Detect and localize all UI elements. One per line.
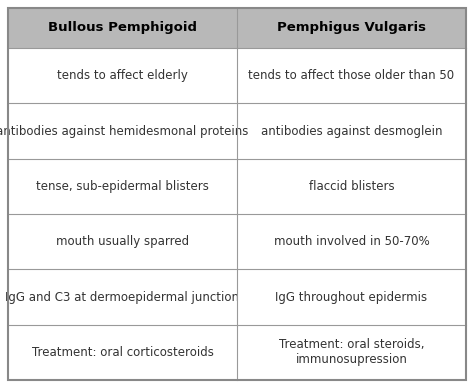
Text: mouth usually sparred: mouth usually sparred — [56, 235, 189, 248]
Text: mouth involved in 50-70%: mouth involved in 50-70% — [273, 235, 429, 248]
Text: IgG and C3 at dermoepidermal junction: IgG and C3 at dermoepidermal junction — [6, 291, 239, 303]
Bar — [8, 214, 466, 269]
Text: tends to affect elderly: tends to affect elderly — [57, 69, 188, 82]
Text: tends to affect those older than 50: tends to affect those older than 50 — [248, 69, 455, 82]
Text: Bullous Pemphigoid: Bullous Pemphigoid — [48, 21, 197, 35]
Text: Pemphigus Vulgaris: Pemphigus Vulgaris — [277, 21, 426, 35]
Text: antibodies against hemidesmonal proteins: antibodies against hemidesmonal proteins — [0, 125, 249, 137]
Text: Treatment: oral corticosteroids: Treatment: oral corticosteroids — [32, 346, 213, 359]
Bar — [8, 48, 466, 103]
Text: flaccid blisters: flaccid blisters — [309, 180, 394, 193]
Text: Treatment: oral steroids,
immunosupression: Treatment: oral steroids, immunosupressi… — [279, 338, 424, 366]
Text: antibodies against desmoglein: antibodies against desmoglein — [261, 125, 442, 137]
Text: IgG throughout epidermis: IgG throughout epidermis — [275, 291, 428, 303]
Bar — [8, 8, 466, 48]
Bar — [8, 103, 466, 159]
Bar — [8, 325, 466, 380]
Bar — [8, 159, 466, 214]
Text: tense, sub-epidermal blisters: tense, sub-epidermal blisters — [36, 180, 209, 193]
Bar — [8, 269, 466, 325]
